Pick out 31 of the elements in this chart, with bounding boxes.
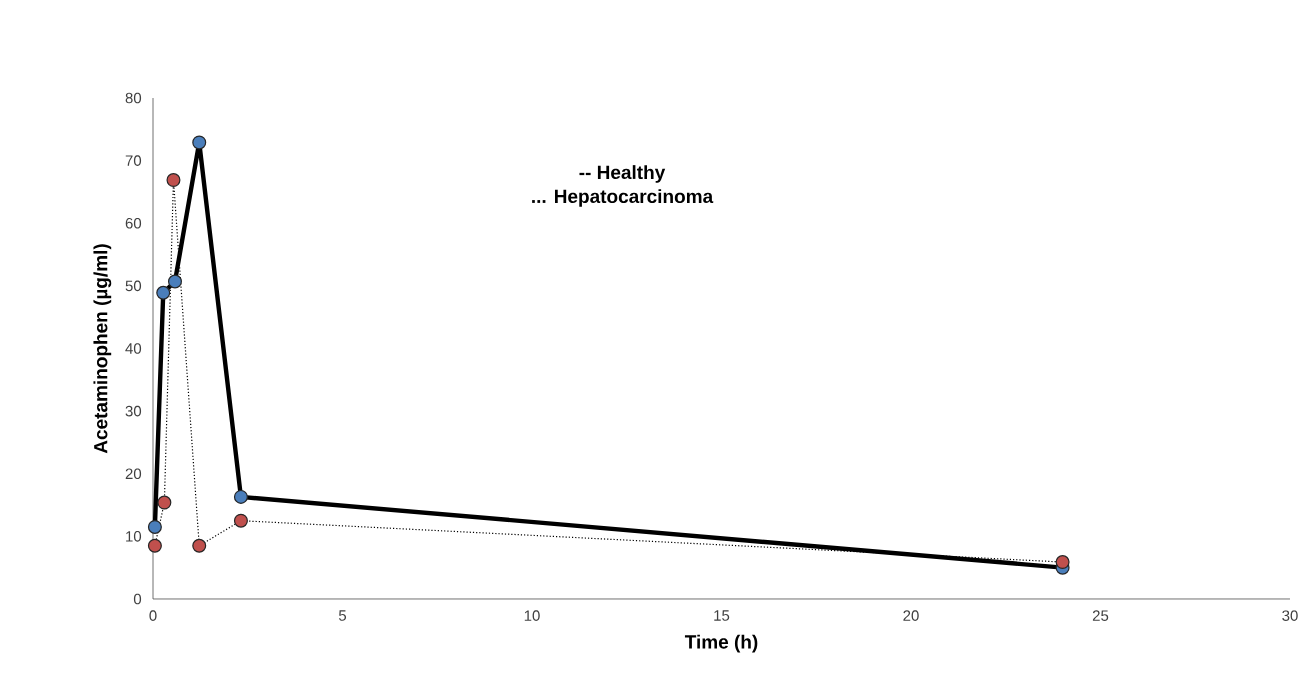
y-tick-label: 0: [133, 593, 142, 605]
x-tick-label: 5: [338, 610, 347, 621]
annotation: ... Hepatocarcinoma: [532, 189, 714, 207]
y-tick-label: 30: [125, 405, 142, 417]
y-tick-label: 60: [125, 217, 142, 229]
y-tick-label: 80: [125, 92, 142, 104]
point: [167, 274, 182, 289]
point: [166, 173, 181, 188]
y-tick-label: 20: [125, 468, 142, 480]
y-tick-label: 40: [125, 343, 142, 354]
x-tick-label: 10: [524, 610, 540, 621]
x-tick-label: 15: [714, 610, 730, 621]
x-tick-label: 25: [1092, 610, 1109, 621]
point: [147, 519, 162, 534]
x-tick-label: 30: [1282, 610, 1298, 621]
y-axis-title: Acetaminophen (µg/ml): [93, 244, 112, 454]
x-tick-label: 20: [903, 610, 919, 621]
point: [156, 285, 171, 300]
point: [147, 538, 162, 553]
point: [157, 495, 172, 510]
point: [233, 513, 248, 528]
point: [233, 489, 248, 504]
annotation: -- Healthy: [579, 165, 666, 183]
x-axis-title: Time (h): [684, 634, 758, 653]
y-tick-label: 70: [125, 155, 142, 166]
y-tick-label: 50: [125, 280, 142, 292]
point: [192, 135, 207, 150]
point: [1055, 555, 1070, 570]
point: [192, 538, 207, 553]
y-tick-label: 10: [126, 531, 142, 542]
x-tick-label: 0: [149, 610, 157, 621]
